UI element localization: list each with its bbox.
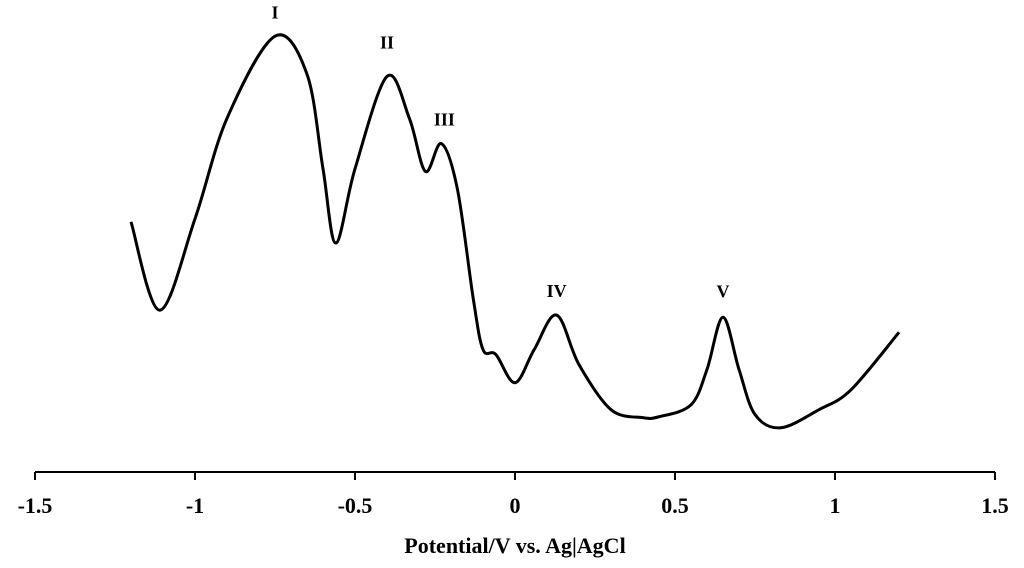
peak-label: III [434, 110, 455, 130]
peak-label: V [717, 281, 730, 301]
x-tick-label: 0 [510, 493, 521, 518]
x-tick-label: -1.5 [18, 493, 53, 518]
peak-label: II [380, 33, 394, 53]
x-tick-label: 1.5 [981, 493, 1009, 518]
x-tick-label: 0.5 [661, 493, 689, 518]
data-line [129, 33, 901, 430]
x-tick-label: -1 [186, 493, 204, 518]
x-axis-label: Potential/V vs. Ag|AgCl [404, 533, 625, 558]
x-tick-label: 1 [830, 493, 841, 518]
peak-label: IV [547, 281, 567, 301]
x-tick-label: -0.5 [338, 493, 373, 518]
peak-label: I [271, 2, 278, 22]
